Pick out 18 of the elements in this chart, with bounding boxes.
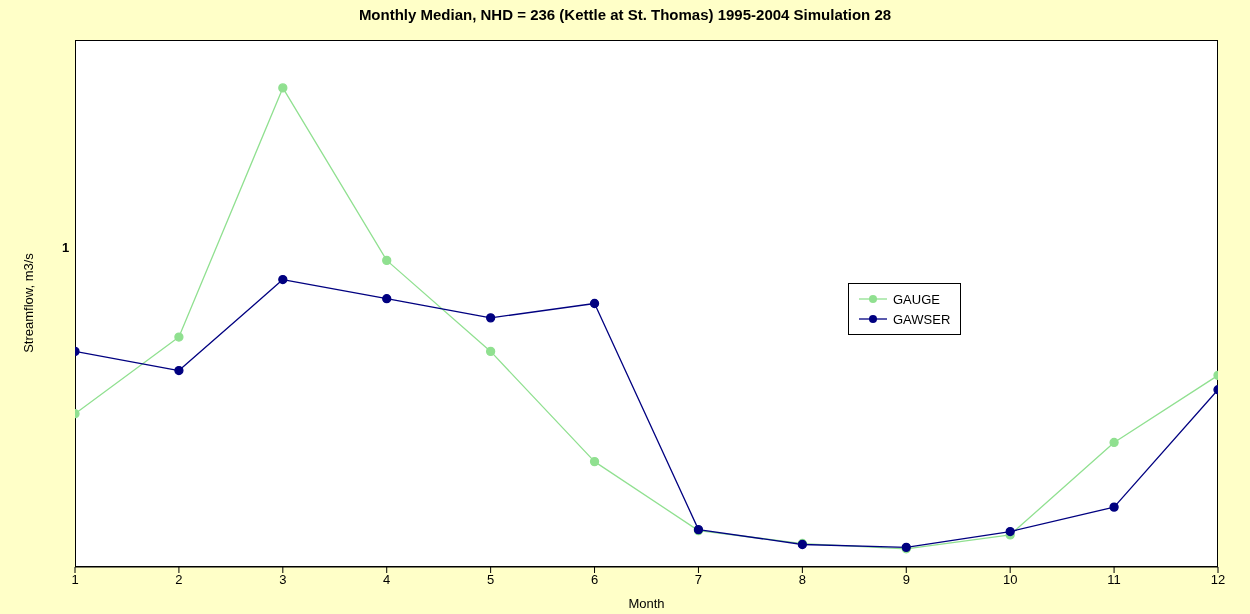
x-axis-title: Month (628, 596, 665, 611)
x-tick-label: 1 (71, 572, 79, 588)
x-tick-label: 9 (902, 572, 910, 588)
x-tick-label: 3 (279, 572, 287, 588)
x-tick-label: 6 (590, 572, 599, 588)
x-tick-label: 7 (694, 572, 703, 588)
x-tick-label: 8 (798, 572, 806, 588)
legend-label: GAUGE (893, 291, 940, 307)
x-tick-label: 5 (487, 572, 495, 588)
text: 1 (62, 240, 70, 255)
chart-title: Monthly Median, NHD = 236 (Kettle at St. Thomas) 1995-2004 Simulation 28 (357, 6, 893, 23)
x-tick-label: 11 (1107, 572, 1121, 588)
x-tick-label: 4 (383, 572, 391, 588)
x-tick-label: 10 (1002, 572, 1018, 588)
y-axis-title: Streamflow, m3/s (20, 253, 36, 353)
x-tick-label: 12 (1210, 572, 1226, 588)
legend-label: GAWSER (893, 311, 951, 327)
x-tick-label: 2 (175, 572, 183, 588)
